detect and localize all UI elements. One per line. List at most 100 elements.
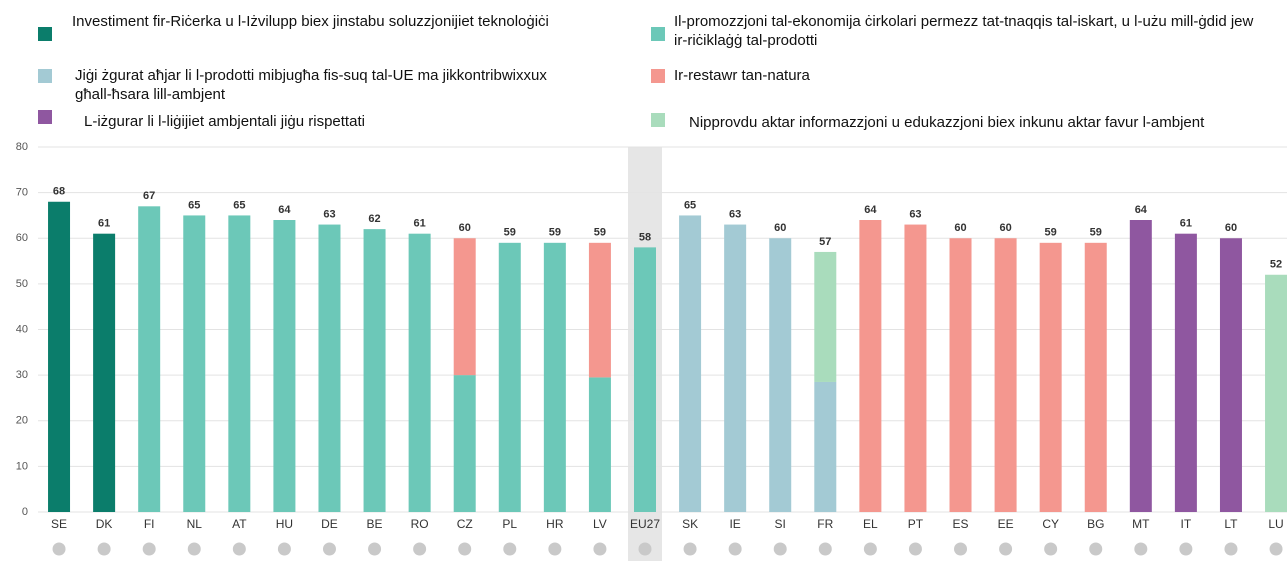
legend-label: L-iżgurar li l-liġijiet ambjentali jiġu … [84,113,365,130]
flag-icon [277,542,291,556]
data-label: 65 [684,199,696,211]
y-tick-label: 70 [16,187,28,199]
x-tick-label: LV [593,517,607,531]
flag-icon [1269,542,1283,556]
flag-icon [97,542,111,556]
flag-icon [1224,542,1238,556]
bar-segment [1219,238,1242,512]
x-tick-label: HU [276,517,293,531]
legend-label: Ir-restawr tan-natura [674,67,810,84]
bar-segment [183,215,206,512]
bar-segment [1039,242,1062,512]
x-tick-label: BG [1087,517,1104,531]
flag-icon [1134,542,1148,556]
y-tick-label: 50 [16,278,28,290]
flag-icon [728,542,742,556]
x-tick-label: DE [321,517,338,531]
data-label: 60 [1225,222,1237,234]
data-label: 60 [999,222,1011,234]
y-tick-label: 80 [16,141,28,153]
bar-segment [588,377,611,512]
data-label: 63 [729,208,741,220]
flag-icon [773,542,787,556]
x-tick-label: EU27 [630,517,660,531]
bar-segment [634,247,656,512]
y-tick-label: 10 [16,460,28,472]
legend-label: Nipprovdu aktar informazzjoni u edukazzj… [689,114,1205,131]
bar-segment [138,206,161,512]
data-label: 63 [323,208,335,220]
bar-segment [453,238,476,376]
x-tick-label: FR [817,517,833,531]
x-tick-label: EE [998,517,1014,531]
flag-icon [954,542,968,556]
bar-segment [859,220,882,512]
data-label: 68 [53,186,65,198]
data-label: 65 [233,199,245,211]
y-tick-label: 30 [16,369,28,381]
flag-icon [1179,542,1193,556]
flag-icon [458,542,472,556]
flag-icon [503,542,517,556]
x-tick-label: CZ [457,517,473,531]
flag-icon [232,542,246,556]
bar-segment [949,238,972,512]
flag-icon [818,542,832,556]
data-label: 61 [98,218,110,230]
bar-segment [769,238,792,512]
flag-icon [863,542,877,556]
data-label: 64 [278,204,291,216]
data-label: 60 [459,222,471,234]
legend-swatch [38,110,52,124]
data-label: 58 [639,231,651,243]
data-label: 59 [504,227,516,239]
data-label: 61 [1180,218,1192,230]
x-tick-label: CY [1042,517,1059,531]
data-label: 62 [368,213,380,225]
bar-segment [814,251,837,382]
data-label: 65 [188,199,200,211]
x-tick-label: AT [232,517,247,531]
x-tick-label: NL [187,517,203,531]
legend-swatch [38,27,52,41]
bar-segment [994,238,1017,512]
x-tick-label: IE [729,517,740,531]
bar-segment [273,220,296,512]
x-tick-label: PL [502,517,517,531]
data-label: 52 [1270,259,1282,271]
bar-segment [408,233,431,512]
bar-segment [1174,233,1197,512]
data-label: 59 [594,227,606,239]
bar-segment [1265,274,1287,512]
x-tick-label: DK [96,517,113,531]
bar-segment [318,224,341,512]
data-label: 63 [909,208,921,220]
flag-icon [548,542,562,556]
x-tick-label: SE [51,517,67,531]
data-label: 59 [1090,227,1102,239]
legend-label: Investiment fir-Riċerka u l-Iżvilupp bie… [72,13,549,30]
x-tick-label: RO [411,517,429,531]
legend-swatch [651,27,665,41]
data-label: 61 [414,218,426,230]
flag-icon [908,542,922,556]
legend-swatch [651,69,665,83]
x-tick-label: LU [1268,517,1283,531]
flag-icon [187,542,201,556]
x-tick-label: EL [863,517,878,531]
y-tick-label: 40 [16,323,28,335]
x-tick-label: PT [908,517,924,531]
bar-segment [814,381,837,512]
flag-icon [322,542,336,556]
flag-icon [999,542,1013,556]
x-tick-label: SK [682,517,698,531]
data-label: 59 [1045,227,1057,239]
bar-segment [453,375,476,512]
x-tick-label: BE [367,517,383,531]
bar-segment [724,224,747,512]
flag-icon [593,542,607,556]
bar-segment [588,242,611,378]
bar-segment [93,233,116,512]
bar-segment [1129,220,1152,512]
